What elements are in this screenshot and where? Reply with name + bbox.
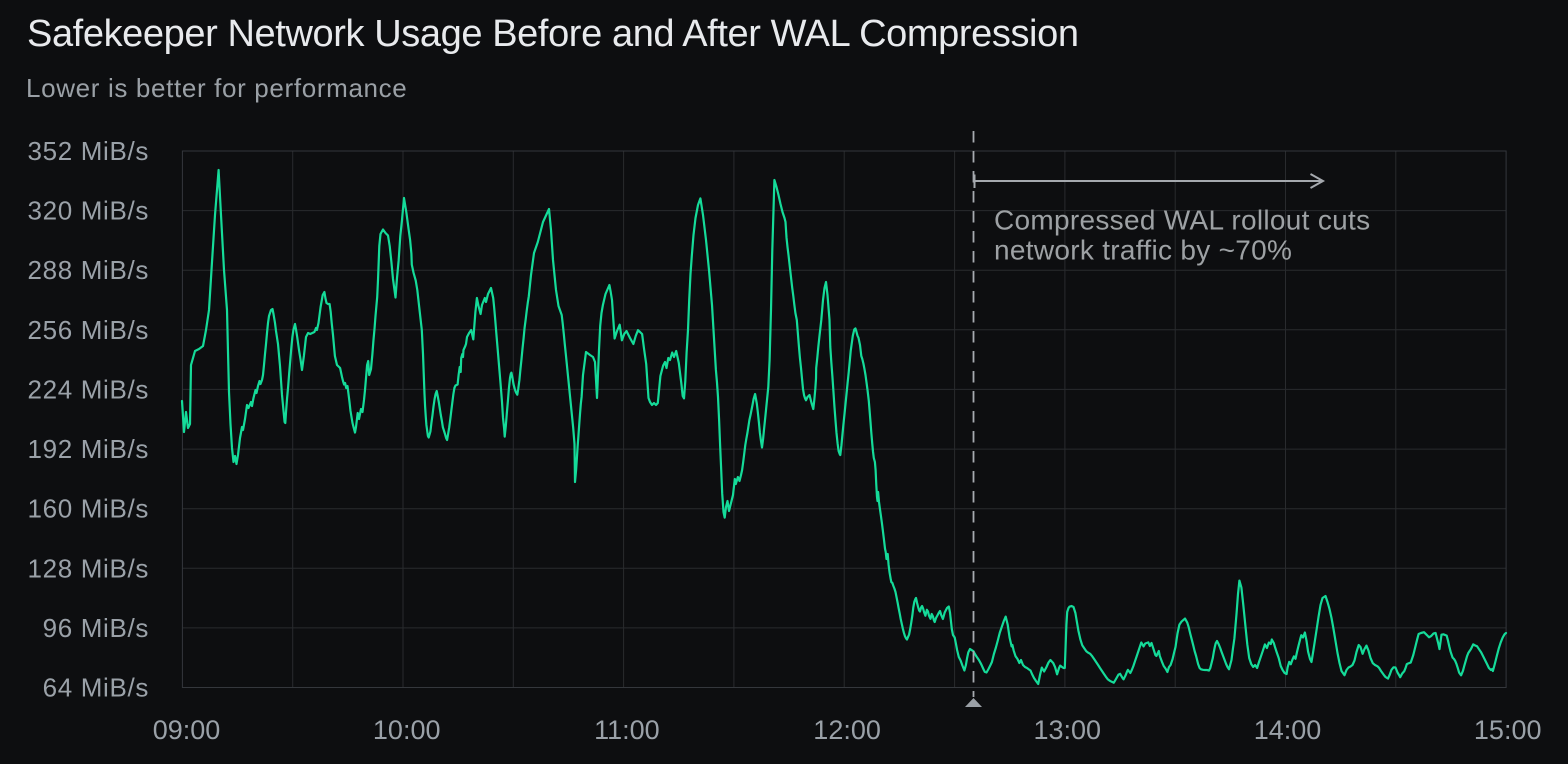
svg-text:320 MiB/s: 320 MiB/s — [28, 196, 149, 226]
svg-text:96 MiB/s: 96 MiB/s — [43, 613, 149, 643]
svg-text:12:00: 12:00 — [813, 715, 881, 745]
svg-text:11:00: 11:00 — [594, 715, 660, 745]
svg-text:128 MiB/s: 128 MiB/s — [28, 553, 149, 583]
svg-text:288 MiB/s: 288 MiB/s — [28, 255, 149, 285]
svg-text:10:00: 10:00 — [373, 715, 441, 745]
svg-text:network traffic by ~70%: network traffic by ~70% — [994, 235, 1292, 266]
svg-text:13:00: 13:00 — [1034, 715, 1102, 745]
svg-text:256 MiB/s: 256 MiB/s — [28, 315, 149, 345]
svg-text:64 MiB/s: 64 MiB/s — [43, 673, 149, 703]
svg-text:160 MiB/s: 160 MiB/s — [28, 494, 149, 524]
svg-text:14:00: 14:00 — [1254, 715, 1322, 745]
svg-text:15:00: 15:00 — [1474, 715, 1542, 745]
svg-text:09:00: 09:00 — [153, 715, 221, 745]
svg-text:224 MiB/s: 224 MiB/s — [28, 374, 149, 404]
svg-text:352 MiB/s: 352 MiB/s — [28, 136, 149, 166]
svg-text:192 MiB/s: 192 MiB/s — [28, 434, 149, 464]
svg-text:Compressed WAL rollout cuts: Compressed WAL rollout cuts — [994, 205, 1370, 236]
